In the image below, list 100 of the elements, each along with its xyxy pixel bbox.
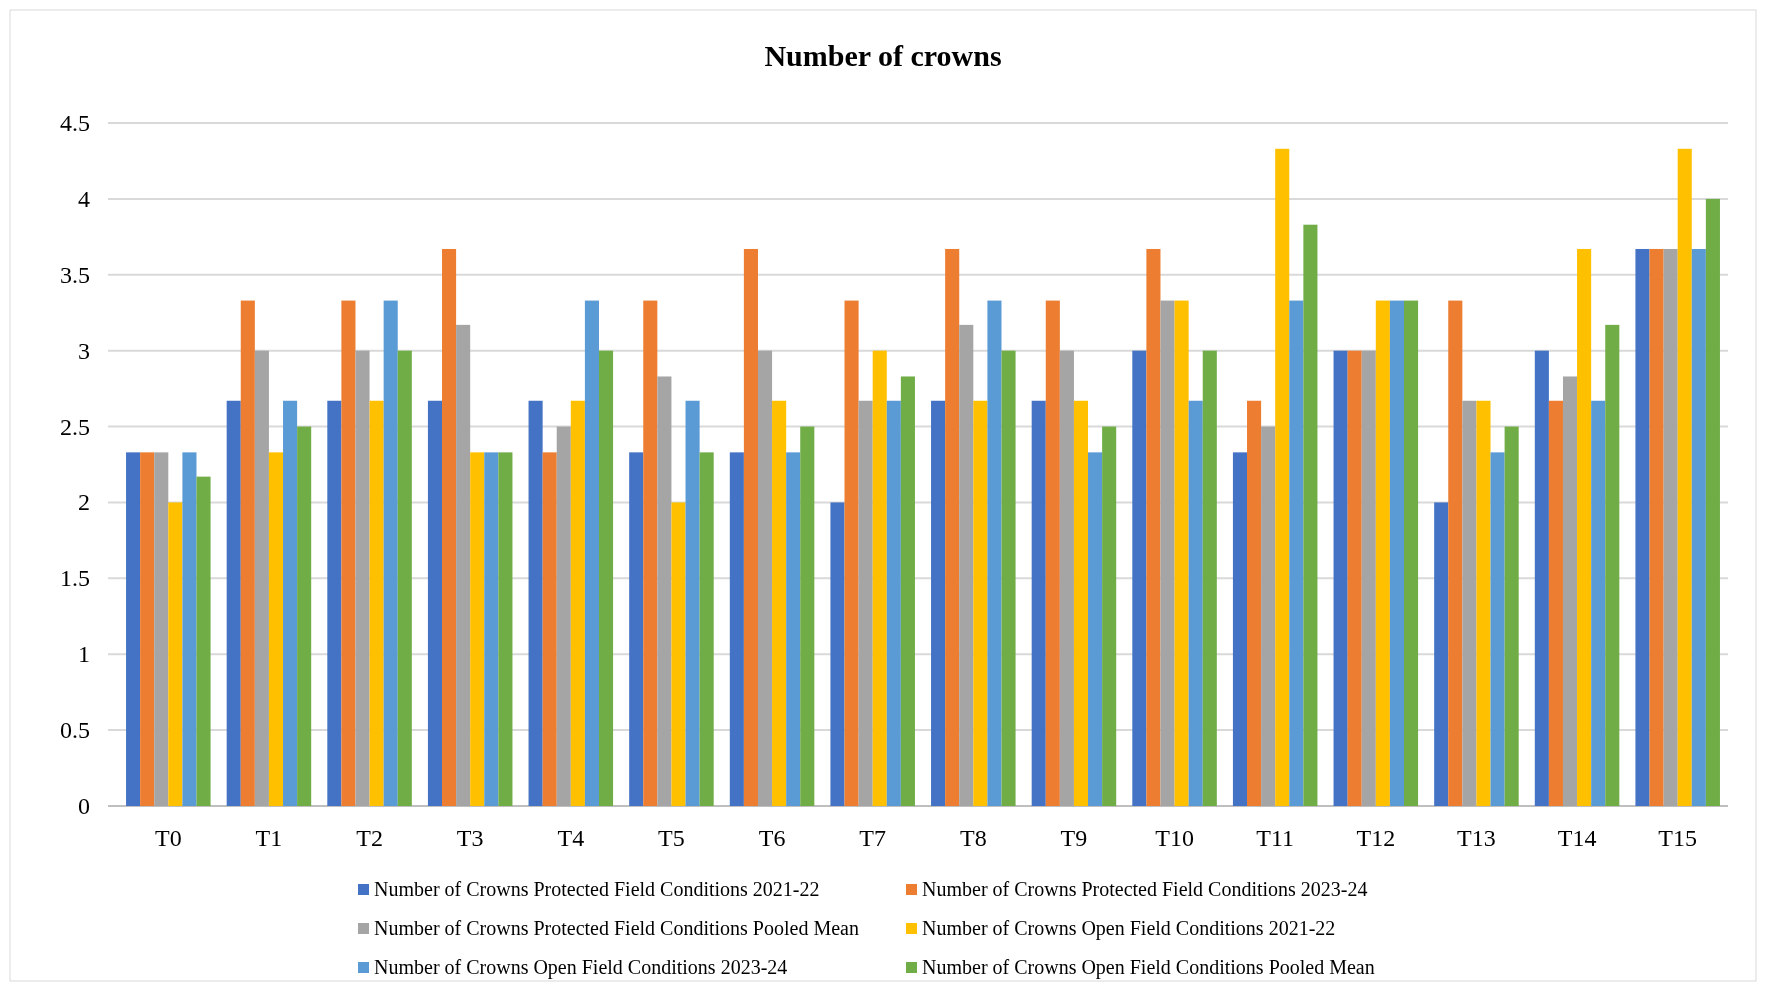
bar [931,400,946,806]
y-tick-label: 3 [78,337,90,364]
y-tick-label: 2 [78,489,90,516]
bar [757,350,773,806]
legend-label: Number of Crowns Open Field Conditions 2021-22 [922,917,1336,940]
bar [369,400,384,806]
x-tick-label: T9 [1060,825,1088,851]
bar [685,400,700,806]
bar [1059,350,1074,806]
bar [1174,300,1189,806]
bar [729,452,744,806]
bar [1649,248,1664,806]
x-tick-label: T7 [859,825,887,851]
bar [1375,300,1390,806]
bar [1434,502,1449,806]
y-tick-label: 1.5 [60,565,90,592]
bar [1548,400,1563,806]
bar [268,452,284,806]
legend-label: Number of Crowns Protected Field Conditions 2021-22 [374,878,820,900]
bar [1490,452,1505,806]
bar [629,452,644,806]
bar [484,452,499,806]
bar [1160,300,1175,806]
legend-label: Number of Crowns Protected Field Conditions Pooled Mean [374,917,859,939]
bar [844,300,859,806]
bar [327,400,342,806]
bar [196,476,211,806]
x-tick-label: T0 [154,825,182,851]
x-tick-label: T5 [658,825,685,851]
y-tick-label: 3.5 [60,261,90,288]
bar [1347,350,1362,806]
bar [1045,300,1060,806]
bar [1691,248,1706,806]
bar [1677,148,1692,806]
bar [945,248,960,806]
x-tick-label: T3 [456,825,484,851]
bar [598,350,614,806]
bar [1031,400,1046,806]
bar [800,426,815,806]
bar [584,300,599,806]
bar [1577,248,1592,806]
bar [772,400,787,806]
x-tick-label: T8 [959,825,987,851]
bar [1275,148,1290,806]
bar [355,350,370,806]
x-tick-label: T13 [1457,825,1496,851]
bar [1389,300,1404,806]
bar [1591,400,1606,806]
bar [643,300,658,806]
bar [671,502,686,806]
bar [1202,350,1217,806]
y-tick-label: 4.5 [60,110,90,136]
bar [786,452,801,806]
bar [182,452,197,806]
bar [699,452,714,806]
bar [1705,198,1720,806]
y-tick-label: 2.5 [60,413,90,440]
bar [1534,350,1549,806]
x-tick-label: T10 [1155,825,1194,851]
bar [1476,400,1491,806]
bar [900,376,915,806]
y-tick-label: 1 [78,641,90,668]
bar [973,400,988,806]
bar [168,502,183,806]
x-tick-label: T14 [1557,825,1597,851]
bar [1232,452,1248,806]
bar [1303,224,1318,806]
bar [1146,248,1161,806]
legend-label: Number of Crowns Open Field Conditions Pooled Mean [922,956,1375,979]
bar [1188,400,1203,806]
bar [959,324,974,806]
bar [456,324,471,806]
bar [427,400,443,806]
x-tick-label: T4 [557,825,585,851]
bar [657,376,672,806]
bar [1132,350,1147,806]
bar [1562,376,1578,806]
x-tick-label: T1 [255,825,283,851]
bar [1102,426,1117,806]
bar [140,452,155,806]
bar [1504,426,1519,806]
bar [1088,452,1103,806]
bar [1073,400,1089,806]
bar [1333,350,1348,806]
bar [743,248,758,806]
legend-label: Number of Crowns Protected Field Conditions 2023-24 [922,878,1368,900]
bar [126,452,141,806]
bar [987,300,1002,806]
bar [297,426,312,806]
bar [498,452,513,806]
bar [830,502,845,806]
bar [542,452,557,806]
bar [254,350,269,806]
bar [1001,350,1016,806]
bar [397,350,412,806]
x-tick-label: T15 [1658,825,1698,851]
bar [383,300,398,806]
bar [1289,300,1304,806]
x-tick-label: T6 [758,825,786,851]
bar [1261,426,1276,806]
